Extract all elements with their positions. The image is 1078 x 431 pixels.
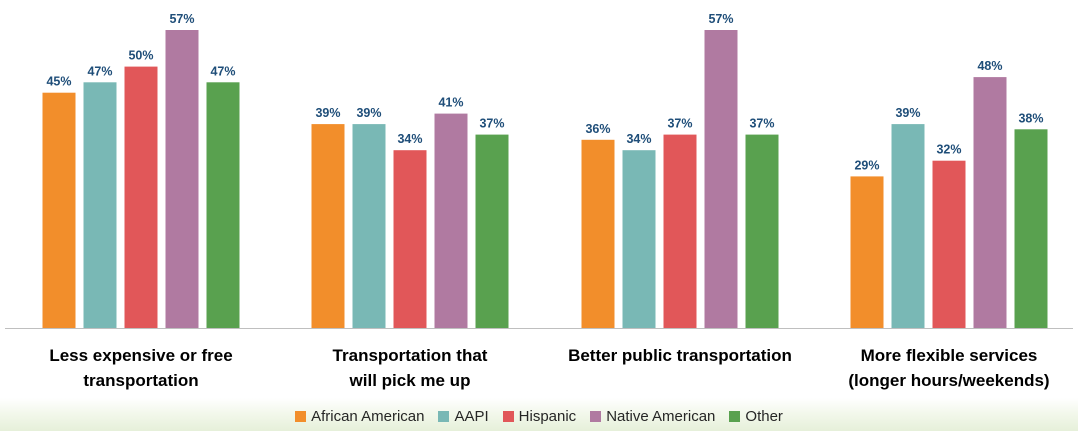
legend-item: Other: [729, 408, 783, 425]
bar-aapi-3: [891, 124, 925, 328]
data-label: 39%: [315, 106, 340, 120]
data-label: 34%: [626, 132, 651, 146]
data-label: 57%: [169, 12, 194, 26]
legend-label: Other: [745, 408, 783, 425]
bar-african-american-0: [42, 92, 76, 328]
legend-item: AAPI: [438, 408, 489, 425]
data-label: 32%: [936, 143, 961, 157]
legend-label: AAPI: [454, 408, 489, 425]
bar-aapi-1: [352, 124, 386, 328]
category-label: Better public transportation: [568, 346, 792, 365]
legend-band: [0, 398, 1078, 431]
bar-hispanic-3: [932, 160, 966, 328]
bar-native-american-1: [434, 113, 468, 328]
bar-hispanic-2: [663, 134, 697, 328]
data-label: 50%: [128, 49, 153, 63]
category-label: Transportation that will pick me up: [333, 346, 488, 390]
data-label: 39%: [356, 106, 381, 120]
category-label: Less expensive or free transportation: [49, 346, 232, 390]
data-label: 36%: [585, 122, 610, 136]
bar-chart: 45% 39% 36% 29% 47% 39% 34% 39% 50% 34% 37% 32% 57% 4…: [5, 12, 1073, 390]
data-label: 47%: [210, 64, 235, 78]
data-label: 29%: [854, 158, 879, 172]
bar-other-2: [745, 134, 779, 328]
data-label: 47%: [87, 64, 112, 78]
data-label: 38%: [1018, 111, 1043, 125]
bar-other-3: [1014, 129, 1048, 328]
bar-other-0: [206, 82, 240, 328]
bar-african-american-1: [311, 124, 345, 328]
legend-label: Hispanic: [518, 408, 577, 425]
bar-native-american-0: [165, 30, 199, 328]
bar-aapi-0: [83, 82, 117, 328]
bar-native-american-3: [973, 77, 1007, 328]
data-label: 37%: [479, 117, 504, 131]
legend-item: Native American: [590, 408, 715, 425]
data-label: 41%: [438, 96, 463, 110]
data-label: 57%: [708, 12, 733, 26]
data-label: 37%: [749, 117, 774, 131]
legend-swatch: [729, 411, 741, 422]
legend-swatch: [295, 411, 307, 422]
legend-item: African American: [295, 408, 424, 425]
data-label: 48%: [977, 59, 1002, 73]
legend-swatch: [590, 411, 602, 422]
legend-item: Hispanic: [502, 408, 577, 425]
data-label: 39%: [895, 106, 920, 120]
data-label: 37%: [667, 117, 692, 131]
legend-label: African American: [311, 408, 425, 425]
data-label: 45%: [46, 75, 71, 89]
bar-other-1: [475, 134, 509, 328]
legend-swatch: [502, 411, 514, 422]
legend-label: Native American: [606, 408, 716, 425]
category-label: More flexible services (longer hours/week…: [848, 346, 1049, 390]
bar-african-american-3: [850, 176, 884, 328]
data-label: 34%: [397, 132, 422, 146]
bar-hispanic-0: [124, 66, 158, 328]
legend: African American AAPI Hispanic Native Ameri…: [0, 408, 1078, 425]
bar-hispanic-1: [393, 150, 427, 328]
bar-native-american-2: [704, 30, 738, 328]
legend-swatch: [438, 411, 450, 422]
bar-african-american-2: [581, 139, 615, 328]
bar-aapi-2: [622, 150, 656, 328]
